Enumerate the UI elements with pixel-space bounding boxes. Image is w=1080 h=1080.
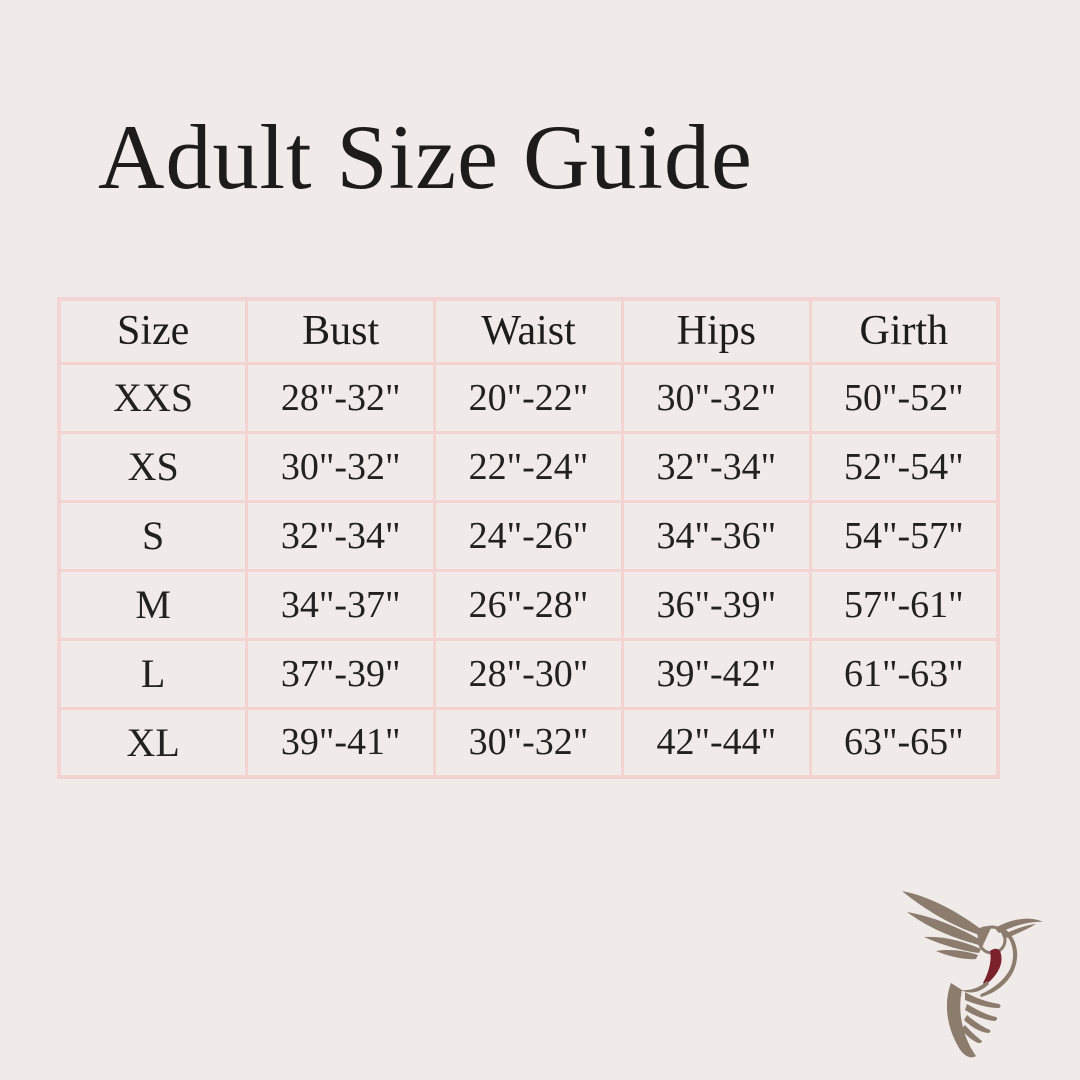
size-label: XXS [57,361,249,434]
table-header-row: Size Bust Waist Hips Girth [57,297,1000,365]
waist-value: 20"-22" [433,361,624,434]
bird-wing-feather-icon [924,936,981,953]
bird-tail-feather-icon [961,1025,982,1043]
bust-value: 30"-32" [245,430,437,503]
bird-wing-feather-icon [936,950,978,960]
hips-value: 42"-44" [620,706,812,779]
bust-value: 34"-37" [245,568,437,641]
column-header-bust: Bust [245,297,437,365]
bird-beak-icon [995,918,1043,933]
table-row-m: M 34"-37" 26"-28" 36"-39" 57"-61" [57,568,1000,641]
size-label: XS [57,430,249,503]
hips-value: 34"-36" [620,499,812,572]
bird-body-icon [980,929,1018,997]
column-header-size: Size [57,297,249,365]
bird-belly-icon [961,981,989,993]
table-row-xl: XL 39"-41" 30"-32" 42"-44" 63"-65" [57,706,1000,779]
column-header-hips: Hips [620,297,812,365]
table-row-xxs: XXS 28"-32" 20"-22" 30"-32" 50"-52" [57,361,1000,434]
table-row-xs: XS 30"-32" 22"-24" 32"-34" 52"-54" [57,430,1000,503]
size-label: M [57,568,249,641]
waist-value: 26"-28" [433,568,624,641]
size-table: Size Bust Waist Hips Girth XXS 28"-32" 2… [57,297,1000,779]
waist-value: 24"-26" [433,499,624,572]
size-label: S [57,499,249,572]
bird-wing-feather-icon [907,912,984,946]
girth-value: 63"-65" [808,706,1000,779]
size-label: XL [57,706,249,779]
bust-value: 37"-39" [245,637,437,710]
bird-neck-icon [976,926,991,943]
bust-value: 28"-32" [245,361,437,434]
hips-value: 32"-34" [620,430,812,503]
hips-value: 36"-39" [620,568,812,641]
table-row-s: S 32"-34" 24"-26" 34"-36" 54"-57" [57,499,1000,572]
table-row-l: L 37"-39" 28"-30" 39"-42" 61"-63" [57,637,1000,710]
size-label: L [57,637,249,710]
hummingbird-logo-icon [902,891,1043,1058]
page-title: Adult Size Guide [98,106,753,208]
hips-value: 39"-42" [620,637,812,710]
girth-value: 61"-63" [808,637,1000,710]
bird-tail-feather-icon [964,1015,991,1033]
column-header-waist: Waist [433,297,624,365]
bust-value: 39"-41" [245,706,437,779]
column-header-girth: Girth [808,297,1000,365]
hips-value: 30"-32" [620,361,812,434]
bird-wing-feather-icon [902,891,986,937]
bird-tail-feather-icon [946,983,976,1058]
bird-tail-feather-icon [965,1004,998,1021]
girth-value: 50"-52" [808,361,1000,434]
girth-value: 54"-57" [808,499,1000,572]
girth-value: 52"-54" [808,430,1000,503]
bird-tail-feather-icon [965,992,1001,1008]
waist-value: 22"-24" [433,430,624,503]
waist-value: 30"-32" [433,706,624,779]
waist-value: 28"-30" [433,637,624,710]
bust-value: 32"-34" [245,499,437,572]
bird-throat-icon [983,948,1002,984]
girth-value: 57"-61" [808,568,1000,641]
